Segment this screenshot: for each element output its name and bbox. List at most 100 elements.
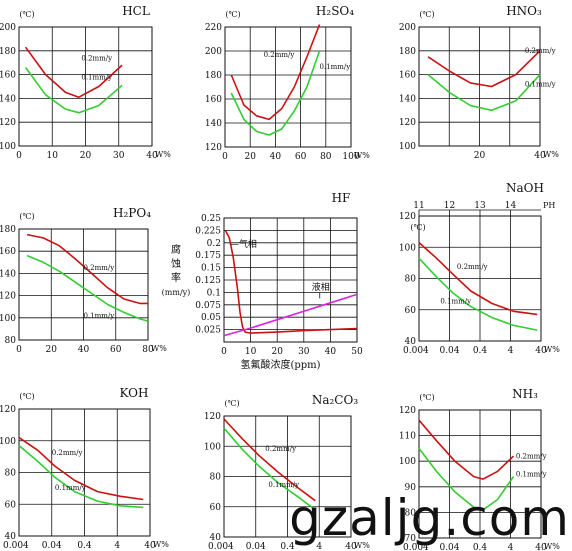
y-tick-label: 200: [399, 23, 416, 33]
series-line-1: [418, 447, 515, 511]
y-tick-label: 60: [210, 503, 222, 513]
x-tick-label: 0: [16, 151, 22, 161]
x-tick-label: 0.04: [439, 346, 459, 356]
series-label: 0.2mm/y: [52, 449, 83, 457]
y-tick-label: 0.075: [195, 301, 221, 311]
y-tick-label: 120: [399, 118, 416, 128]
chart-7: 0.004 0.04 0.4 4 40 40 60 80 100 120(℃) W% Na₂CO₃ 0.…: [204, 393, 370, 551]
x-tick-label: 10: [245, 347, 257, 357]
series-label: 0.1mm/y: [84, 312, 115, 320]
x-tick-label: 4: [114, 541, 120, 551]
x-tick-label: 4: [316, 542, 322, 551]
y-tick-label: 120: [204, 412, 221, 422]
x-tick-label: 40: [535, 346, 547, 356]
y-axis-label: (℃): [19, 392, 34, 401]
series-label: 液相: [312, 281, 330, 293]
y-tick-label: 60: [5, 500, 17, 510]
series-line-1: [223, 293, 358, 337]
y-tick-label: 120: [0, 118, 16, 128]
y-tick-label: 100: [204, 442, 221, 452]
y-axis-label: (℃): [224, 399, 239, 408]
y-tick-label: 140: [399, 94, 416, 104]
x-axis-label: W%: [155, 150, 171, 159]
y-axis-label: (℃): [19, 212, 34, 221]
x-axis-label: W%: [543, 150, 559, 159]
y-tick-label: 80: [5, 336, 17, 346]
y-tick-label: 0.05: [201, 313, 221, 323]
y-tick-label: 110: [399, 432, 416, 442]
top-axis-tick-label: 14: [505, 201, 517, 211]
y-tick-label: 100: [399, 457, 416, 467]
series-line-0: [24, 46, 123, 98]
y-tick-label: 0.2: [207, 239, 221, 249]
x-tick-label: 60: [295, 152, 307, 162]
y-tick-label: 100: [0, 142, 16, 152]
x-tick-label: 4: [508, 543, 514, 551]
series-label: 0.1mm/y: [81, 73, 112, 81]
series-line-1: [18, 444, 144, 509]
x-axis-label: W%: [354, 541, 370, 550]
y-tick-label: 180: [205, 71, 222, 81]
series-label: 0.1mm/y: [516, 471, 547, 479]
y-tick-label: 80: [210, 473, 222, 483]
y-tick-label: 200: [205, 47, 222, 57]
y-tick-label: 80: [5, 469, 17, 479]
series-label: 0.1mm/y: [268, 481, 299, 489]
series-line-0: [18, 436, 144, 501]
y-tick-label: 220: [205, 23, 222, 33]
x-tick-label: 0.004: [403, 346, 429, 356]
y-tick-label: 120: [0, 292, 16, 302]
plot-frame: [224, 26, 352, 148]
series-label: —气相: [230, 238, 257, 250]
series-line-0: [427, 50, 541, 88]
y-tick-label: 140: [205, 119, 222, 129]
series-line-1: [26, 254, 149, 322]
x-tick-label: 20: [474, 151, 486, 161]
series-label: 0.2mm/y: [516, 453, 547, 461]
x-tick-label: 0.004: [3, 541, 29, 551]
y-tick-label: 0.15: [201, 264, 221, 274]
series-line-0: [418, 242, 538, 316]
series-line-1: [24, 67, 123, 114]
chart-6: 0.004 0.04 0.4 4 40 40 60 80 100 120(℃) W% KOH 0.2mm…: [0, 386, 169, 551]
series-line-0: [223, 418, 316, 502]
series-label: 0.2mm/y: [264, 51, 295, 59]
top-axis-tick-label: 12: [444, 201, 455, 211]
y-tick-label: 0.025: [195, 326, 221, 336]
x-tick-label: 0.4: [77, 541, 92, 551]
y-tick-label: 40: [5, 532, 17, 542]
x-axis-label: 氢氟酸浓度(ppm): [240, 358, 320, 371]
x-axis-label: W%: [544, 542, 560, 551]
x-tick-label: 10: [47, 151, 59, 161]
y-axis-label: (℃): [419, 10, 434, 19]
chart-0: 0 10 20 30 40 100 120 140 160 180 200(℃) W% HCL 0.2mm…: [0, 4, 171, 161]
chart-5: 0.004 0.04 0.4 4 40 40 60 80 100 120(℃) W% NaOH 11 12…: [399, 181, 560, 356]
y-axis-label: (℃): [419, 393, 434, 402]
y-tick-label: 120: [399, 212, 416, 222]
y-tick-label: 100: [0, 437, 16, 447]
chart-title: NaOH: [506, 181, 544, 195]
x-axis-label: W%: [151, 344, 167, 353]
y-tick-label: 140: [0, 269, 16, 279]
y-tick-label: 120: [205, 143, 222, 153]
top-axis-tick-label: 13: [474, 201, 486, 211]
x-tick-label: 40: [534, 151, 546, 161]
x-tick-label: 30: [113, 151, 125, 161]
y-tick-label: 0.225: [195, 226, 221, 236]
chart-title: Na₂CO₃: [312, 393, 358, 407]
x-tick-label: 40: [144, 541, 156, 551]
chart-3: 0 20 40 60 80 80 100 120 140 160 180(℃) W% H₂PO₄ 0.2m…: [0, 206, 167, 355]
x-tick-label: 0.04: [42, 541, 62, 551]
series-label: 0.2mm/y: [525, 47, 556, 55]
chart-4: 0 10 20 30 40 50 0.025 0.05 0.075 0.1 0.125 0.15 0.1…: [162, 191, 363, 371]
y-tick-label: 160: [205, 95, 222, 105]
y-tick-label: 40: [405, 337, 417, 347]
series-line-1: [230, 50, 321, 136]
x-tick-label: 40: [325, 347, 337, 357]
y-axis-unit: (mm/y): [162, 288, 191, 297]
x-tick-label: 0.4: [280, 542, 295, 551]
chart-8: 0.004 0.04 0.4 4 40 70 80 90 100 110 120(℃) W% NH₃ 0.…: [399, 387, 560, 551]
y-tick-label: 0.175: [195, 251, 221, 261]
y-tick-label: 120: [399, 406, 416, 416]
